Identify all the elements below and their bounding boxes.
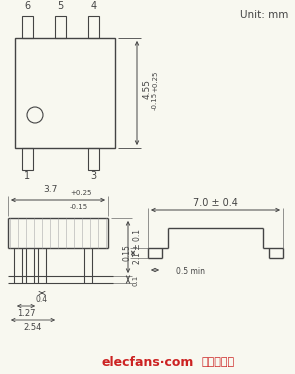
Bar bbox=[22, 148, 33, 170]
Text: 1.27: 1.27 bbox=[17, 309, 35, 318]
Text: 3.7: 3.7 bbox=[43, 185, 57, 194]
Bar bbox=[88, 16, 99, 38]
Bar bbox=[88, 148, 99, 170]
Text: -0.15: -0.15 bbox=[152, 92, 158, 110]
Text: 2.54: 2.54 bbox=[24, 322, 42, 331]
Text: 7.0 ± 0.4: 7.0 ± 0.4 bbox=[193, 198, 238, 208]
Bar bbox=[22, 16, 33, 38]
Text: Unit: mm: Unit: mm bbox=[240, 10, 288, 20]
Text: 0.1: 0.1 bbox=[133, 275, 139, 286]
Bar bbox=[55, 16, 66, 38]
Text: 电子发烧友: 电子发烧友 bbox=[201, 357, 235, 367]
Text: 4.55: 4.55 bbox=[142, 79, 152, 99]
Text: 5: 5 bbox=[57, 1, 64, 11]
Text: +0.25: +0.25 bbox=[70, 190, 91, 196]
Text: +0.25: +0.25 bbox=[152, 70, 158, 92]
Text: 6: 6 bbox=[24, 1, 31, 11]
Text: -0.15: -0.15 bbox=[70, 204, 88, 210]
Text: elecfans·com: elecfans·com bbox=[102, 356, 194, 368]
Bar bbox=[15, 38, 115, 148]
Text: 0.15: 0.15 bbox=[122, 245, 132, 261]
Text: 2.1 ± 0.1: 2.1 ± 0.1 bbox=[132, 230, 142, 264]
Text: 1: 1 bbox=[24, 171, 31, 181]
Text: 0.5 min: 0.5 min bbox=[176, 267, 205, 276]
Text: 0.4: 0.4 bbox=[36, 295, 48, 304]
Text: 4: 4 bbox=[91, 1, 96, 11]
Text: 3: 3 bbox=[91, 171, 96, 181]
